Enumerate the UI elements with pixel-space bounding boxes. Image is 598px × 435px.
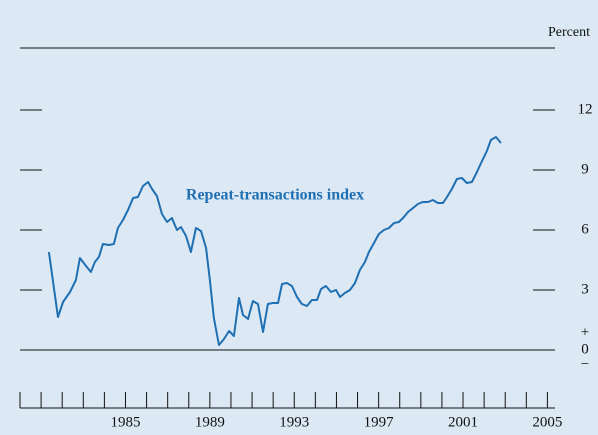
x-tick-label: 2001 xyxy=(448,414,478,430)
y-tick-label: 6 xyxy=(581,221,589,237)
x-tick-label: 1997 xyxy=(364,414,395,430)
zero-sign: − xyxy=(581,356,589,372)
series-line xyxy=(47,136,502,346)
annotation: Repeat-transactions index xyxy=(186,187,364,204)
x-tick-label: 2005 xyxy=(532,414,562,430)
x-tick-label: 1989 xyxy=(195,414,225,430)
x-tick-label: 1993 xyxy=(279,414,309,430)
y-tick-label: 0 xyxy=(581,341,589,357)
y-axis-label: Percent xyxy=(548,25,590,40)
y-tick-label: 9 xyxy=(581,161,589,177)
y-tick-label: 12 xyxy=(578,101,593,117)
y-tick-label: 3 xyxy=(581,281,589,297)
zero-sign: + xyxy=(581,324,589,340)
x-tick-label: 1985 xyxy=(110,414,140,430)
